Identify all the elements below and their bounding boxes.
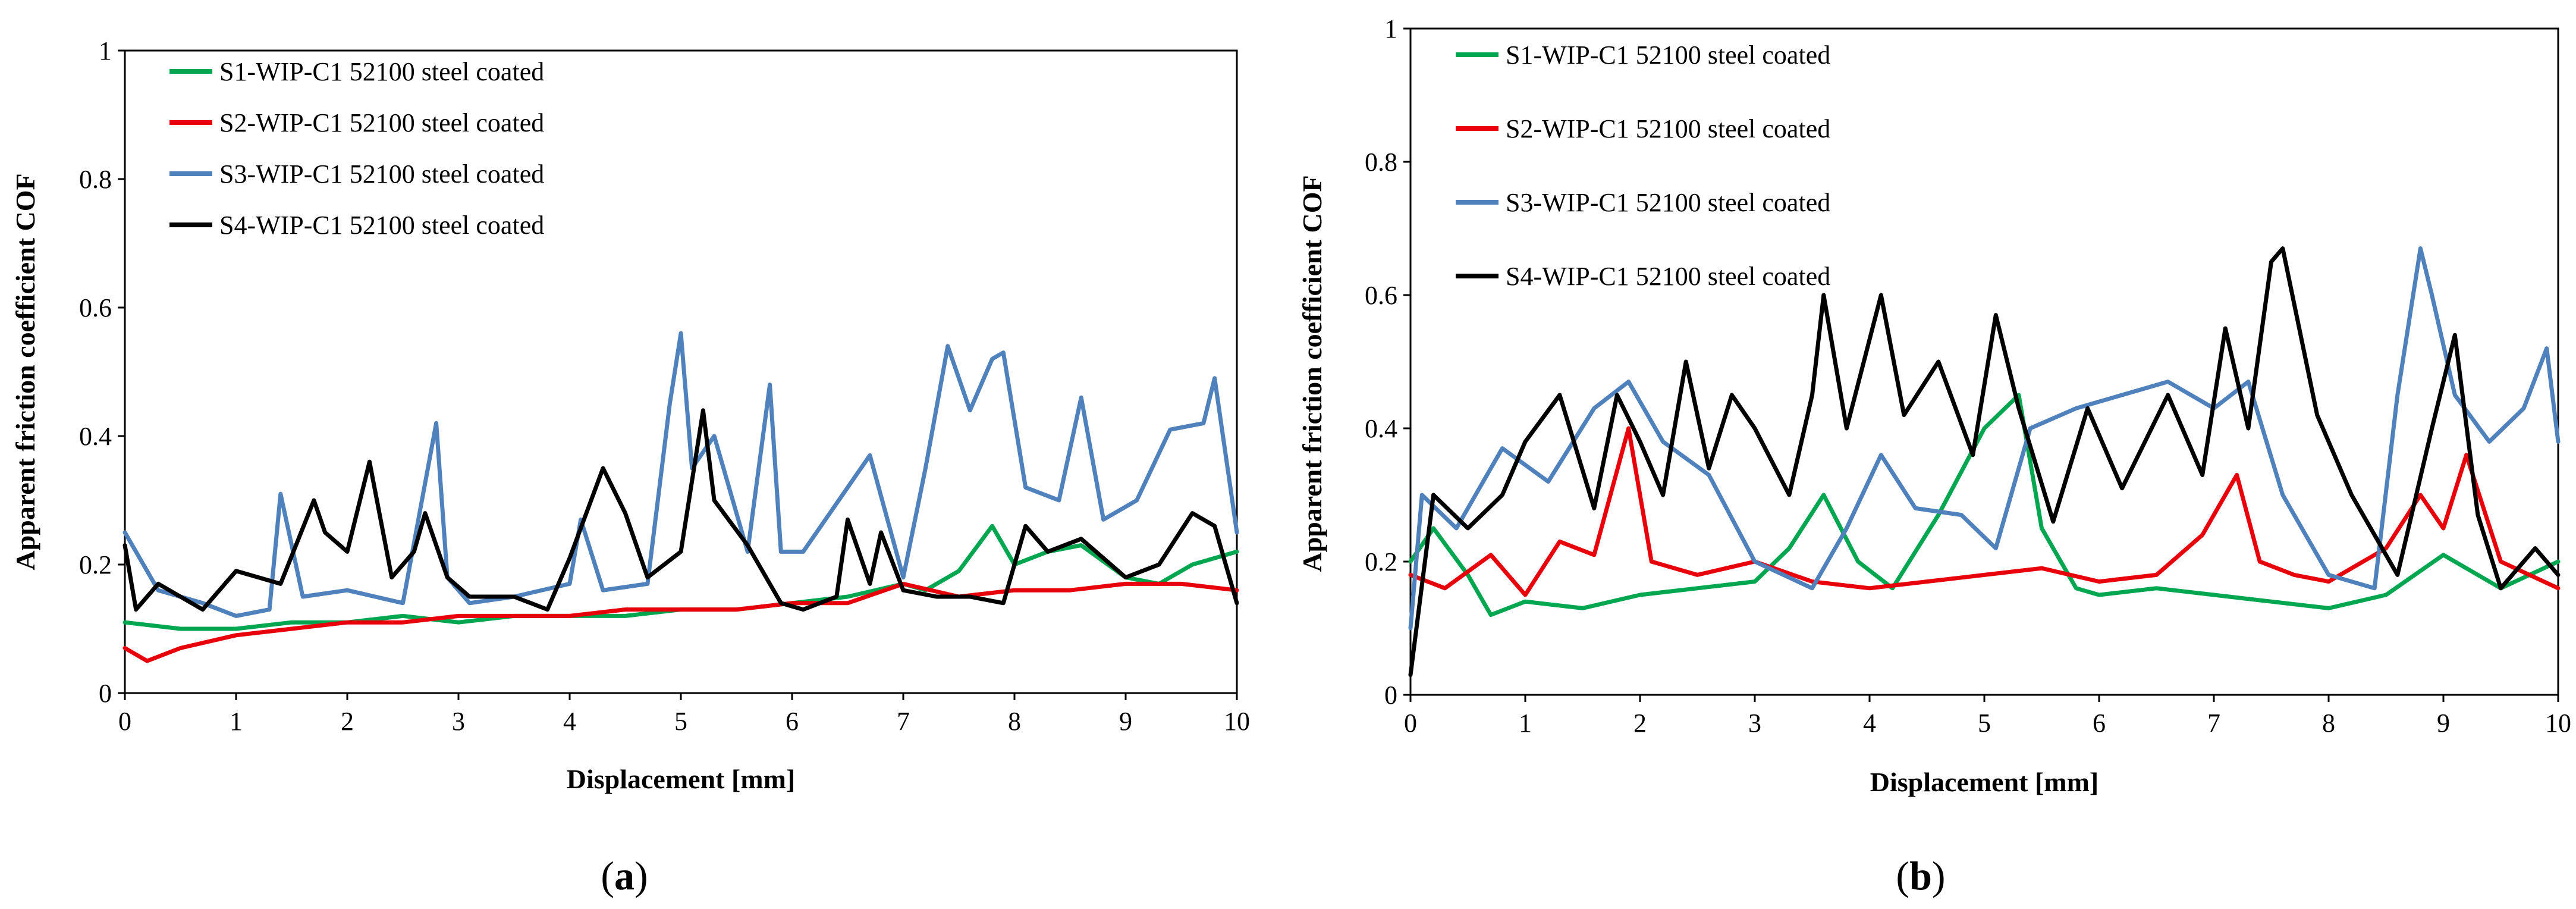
legend-label-s4: S4-WIP-C1 52100 steel coated xyxy=(219,211,544,240)
y-tick-label: 0.2 xyxy=(79,550,112,579)
x-axis-b: 0 1 2 3 4 5 6 7 8 9 10 xyxy=(1404,695,2571,738)
legend-label-s4: S4-WIP-C1 52100 steel coated xyxy=(1506,262,1830,291)
series-line-s2 xyxy=(122,581,1239,663)
x-tick-label: 7 xyxy=(897,707,910,736)
legend-label-s1: S1-WIP-C1 52100 steel coated xyxy=(1506,40,1830,70)
x-tick-label: 10 xyxy=(1224,707,1250,736)
panel-caption-a: (a) xyxy=(601,853,648,898)
y-tick-label: 0 xyxy=(99,679,112,708)
x-tick-label: 3 xyxy=(1748,709,1761,738)
y-tick-label: 0.8 xyxy=(1365,148,1397,177)
x-tick-label: 5 xyxy=(674,707,687,736)
series-lines-a xyxy=(122,331,1239,663)
series-line-s3 xyxy=(122,331,1239,618)
series-line-s4 xyxy=(1408,246,2561,677)
x-tick-label: 9 xyxy=(1119,707,1132,736)
legend-label-s2: S2-WIP-C1 52100 steel coated xyxy=(219,108,544,137)
series-line-s2 xyxy=(1408,426,2561,597)
x-tick-label: 8 xyxy=(1008,707,1021,736)
x-tick-label: 7 xyxy=(2207,709,2220,738)
x-tick-label: 1 xyxy=(230,707,243,736)
x-tick-label: 2 xyxy=(341,707,354,736)
legend-label-s2: S2-WIP-C1 52100 steel coated xyxy=(1506,114,1830,143)
y-tick-label: 0 xyxy=(1384,681,1397,710)
y-tick-label: 0.4 xyxy=(1365,414,1397,443)
x-tick-label: 0 xyxy=(118,707,131,736)
x-axis-a: 0 1 2 3 4 5 6 7 8 9 10 xyxy=(118,693,1250,736)
y-tick-label: 0.4 xyxy=(79,422,112,451)
chart-panel-b: 0 0.2 0.4 0.6 0.8 1 0 1 2 3 4 5 6 7 8 9 10 S1-WIP-C1 52… xyxy=(1297,14,2571,898)
x-axis-title-a: Displacement [mm] xyxy=(567,764,796,794)
legend-b: S1-WIP-C1 52100 steel coated S2-WIP-C1 52… xyxy=(1456,40,1830,291)
series-line-s4 xyxy=(122,408,1239,612)
x-tick-label: 4 xyxy=(563,707,576,736)
x-tick-label: 9 xyxy=(2437,709,2450,738)
y-tick-label: 0.2 xyxy=(1365,547,1397,576)
x-axis-title-b: Displacement [mm] xyxy=(1870,767,2099,797)
x-tick-label: 10 xyxy=(2545,709,2571,738)
y-tick-label: 0.6 xyxy=(79,293,112,322)
x-tick-label: 5 xyxy=(1978,709,1991,738)
plot-area-b xyxy=(1409,27,2559,696)
x-tick-label: 6 xyxy=(2093,709,2106,738)
legend-label-s1: S1-WIP-C1 52100 steel coated xyxy=(219,57,544,86)
y-axis-b: 0 0.2 0.4 0.6 0.8 1 xyxy=(1365,14,1410,710)
series-line-s3 xyxy=(1408,246,2561,631)
plot-area-a xyxy=(124,49,1238,694)
x-tick-label: 3 xyxy=(452,707,465,736)
x-tick-label: 4 xyxy=(1863,709,1876,738)
y-axis-a: 0 0.2 0.4 0.6 0.8 1 xyxy=(79,36,125,708)
legend-label-s3: S3-WIP-C1 52100 steel coated xyxy=(1506,188,1830,217)
chart-panel-a: 0 0.2 0.4 0.6 0.8 1 0 1 2 3 4 5 6 7 8 9 10 S1-WIP-C1 52… xyxy=(10,36,1250,898)
x-tick-label: 6 xyxy=(786,707,799,736)
y-tick-label: 1 xyxy=(99,36,112,65)
x-tick-label: 2 xyxy=(1633,709,1647,738)
y-tick-label: 0.6 xyxy=(1365,281,1397,310)
panel-caption-b: (b) xyxy=(1896,853,1945,898)
x-tick-label: 1 xyxy=(1519,709,1532,738)
y-tick-label: 0.8 xyxy=(79,165,112,194)
x-tick-label: 0 xyxy=(1404,709,1417,738)
y-tick-label: 1 xyxy=(1384,14,1397,43)
legend-label-s3: S3-WIP-C1 52100 steel coated xyxy=(219,159,544,189)
legend-a: S1-WIP-C1 52100 steel coated S2-WIP-C1 52… xyxy=(169,57,544,240)
x-tick-label: 8 xyxy=(2322,709,2335,738)
y-axis-title-a: Apparent friction coefficient COF xyxy=(10,173,40,570)
series-line-s1 xyxy=(1408,393,2561,618)
series-lines-b xyxy=(1408,246,2561,677)
y-axis-title-b: Apparent friction coefficient COF xyxy=(1297,175,1327,572)
